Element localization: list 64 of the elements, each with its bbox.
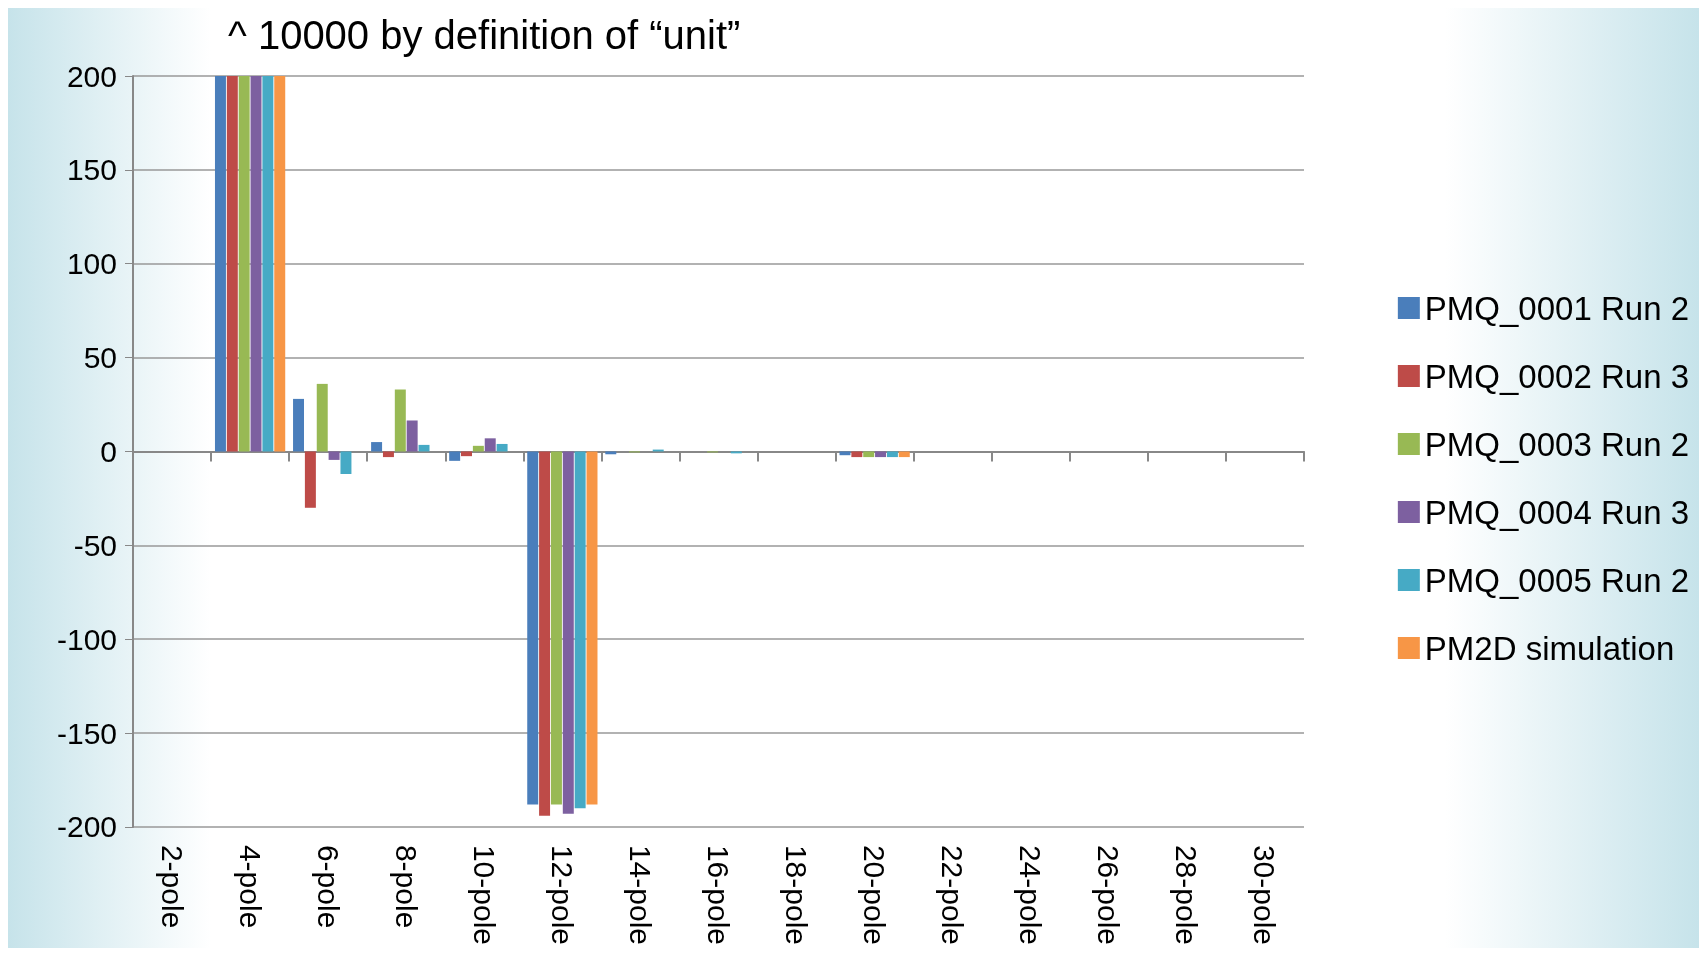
bar (449, 451, 461, 461)
bar (496, 443, 508, 452)
x-tick-label: 16-pole (702, 844, 735, 945)
x-tick-label: 2-pole (155, 844, 189, 929)
x-tick-label: 28-pole (1170, 844, 1204, 945)
y-tick-label: 100 (66, 247, 117, 281)
y-tick-label: -50 (73, 528, 117, 562)
bar (461, 451, 472, 457)
y-tick-label: 0 (100, 434, 117, 468)
bar (316, 383, 328, 452)
bar (274, 76, 286, 452)
bar (293, 398, 305, 452)
x-tick-label: 6-pole (311, 844, 345, 929)
y-tick-label: -100 (56, 622, 117, 656)
bar (382, 451, 394, 458)
x-tick-label: 22-pole (936, 844, 970, 945)
legend-label: PMQ_0005 Run 2 (1424, 561, 1690, 599)
bar (406, 420, 418, 452)
y-tick-label: -150 (56, 716, 117, 750)
legend-label: PM2D simulation (1424, 629, 1675, 667)
bar (226, 76, 238, 452)
x-tick-label: 26-pole (1092, 844, 1126, 945)
bar (839, 451, 851, 456)
x-tick-label: 8-pole (389, 844, 423, 929)
x-tick-label: 24-pole (1014, 844, 1048, 945)
chart-title: ^ 10000 by definition of “unit” (228, 13, 741, 57)
x-tick-label: 4-pole (233, 844, 267, 929)
bar (605, 451, 617, 455)
bar (262, 76, 274, 452)
bar (527, 451, 539, 805)
x-tick-label: 12-pole (545, 844, 579, 945)
x-tick-label: 20-pole (858, 844, 892, 945)
x-tick-label: 30-pole (1248, 844, 1282, 945)
bar (562, 451, 574, 814)
bar (238, 76, 250, 452)
bar (550, 451, 562, 805)
bar (394, 389, 406, 452)
bar (304, 451, 316, 508)
y-tick-label: 200 (66, 59, 117, 93)
bar (371, 442, 383, 452)
bar (886, 451, 898, 458)
bar (863, 451, 875, 458)
bar (574, 451, 586, 809)
y-tick-label: 50 (83, 341, 117, 375)
bar (875, 451, 887, 458)
x-tick-label: 14-pole (623, 844, 657, 945)
bar (898, 451, 910, 458)
x-tick-label: 10-pole (467, 844, 501, 945)
bar (340, 451, 352, 474)
legend-label: PMQ_0001 Run 2 (1424, 289, 1690, 327)
bar (418, 444, 430, 452)
bar (586, 451, 598, 805)
bar (328, 451, 340, 460)
bar (539, 451, 551, 816)
legend-label: PMQ_0004 Run 3 (1424, 493, 1690, 531)
bar (250, 76, 262, 452)
bar (484, 438, 496, 452)
legend-label: PMQ_0003 Run 2 (1424, 425, 1690, 463)
bar (214, 76, 226, 452)
y-tick-label: -200 (56, 810, 117, 844)
y-tick-label: 150 (66, 153, 117, 187)
x-tick-label: 18-pole (780, 844, 814, 945)
legend-label: PMQ_0002 Run 3 (1424, 357, 1690, 395)
bar (851, 451, 863, 458)
